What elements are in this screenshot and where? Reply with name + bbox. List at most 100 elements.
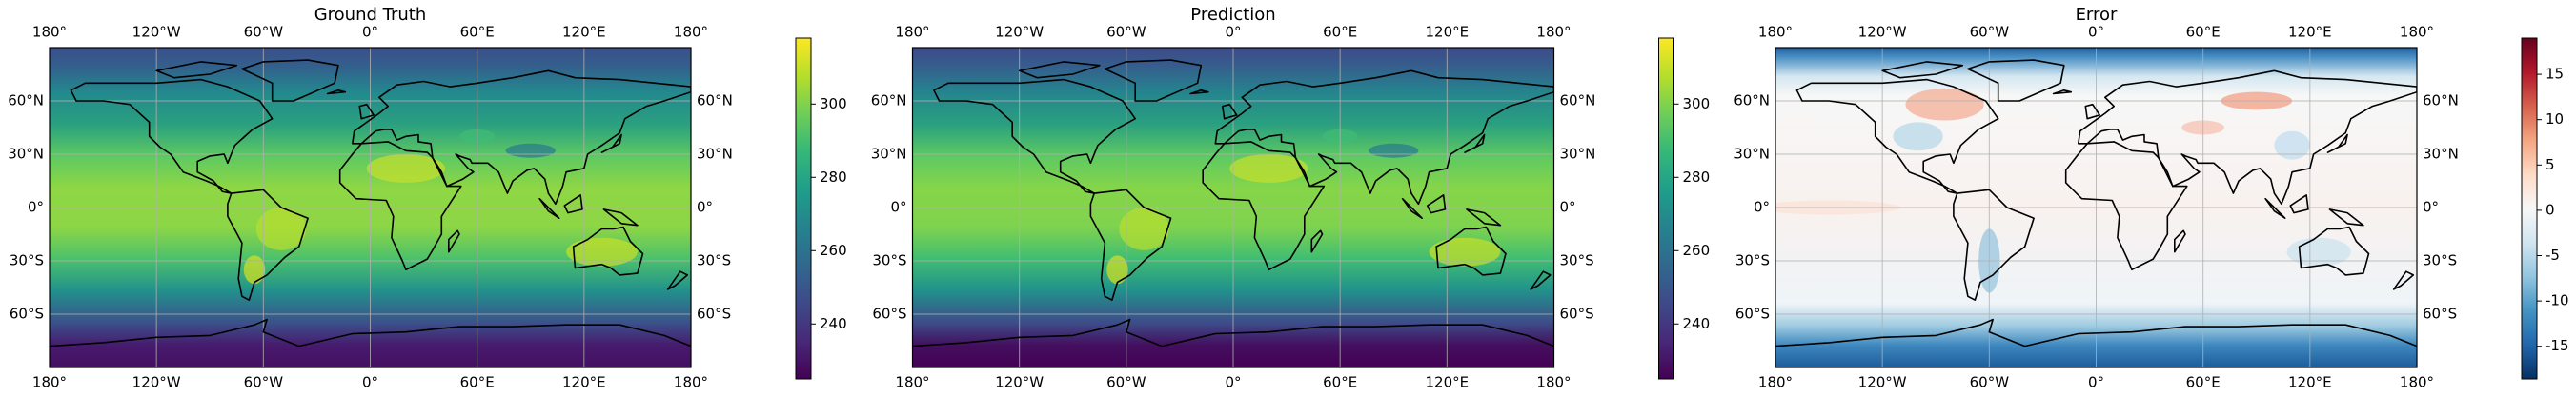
x-tick-label: 60°W bbox=[1106, 24, 1146, 41]
y-tick-label: 30°N bbox=[2423, 146, 2459, 163]
coastline bbox=[70, 78, 274, 194]
y-tick-label: 30°S bbox=[697, 252, 731, 269]
field-patch bbox=[566, 237, 638, 267]
map-frame bbox=[49, 47, 692, 368]
coastline bbox=[933, 78, 1136, 194]
x-tick-label: 120°E bbox=[1426, 24, 1470, 41]
coastline bbox=[2326, 133, 2348, 153]
field-patch bbox=[366, 154, 446, 183]
coastline bbox=[50, 318, 691, 347]
colorbar-tick-label: 260 bbox=[1683, 242, 1711, 259]
coastline bbox=[1435, 226, 1507, 276]
y-tick-label: 30°S bbox=[1735, 252, 1770, 269]
x-tick-label: 180° bbox=[32, 374, 67, 391]
x-tick-label: 120°W bbox=[1858, 24, 1907, 41]
colorbar-tick-label: 10 bbox=[2546, 110, 2564, 128]
coastline bbox=[1104, 59, 1203, 102]
field-patch bbox=[1106, 255, 1128, 285]
colorbar-tick-label: 15 bbox=[2546, 66, 2564, 83]
coastline bbox=[1089, 189, 1172, 301]
x-tick-label: 60°W bbox=[1970, 374, 2010, 391]
x-tick-label: 60°W bbox=[1970, 24, 2010, 41]
coastline bbox=[1310, 229, 1324, 253]
y-tick-label: 30°S bbox=[10, 252, 44, 269]
y-tick-label: 0° bbox=[1560, 199, 1576, 216]
y-tick-label: 30°N bbox=[8, 146, 44, 163]
y-tick-label: 30°S bbox=[2423, 252, 2457, 269]
error-patch bbox=[1893, 122, 1943, 151]
map-panel: Ground Truth 180° 180° 120°W 120°W 60°W 60°W 0°… bbox=[8, 5, 846, 391]
y-tick-label: 0° bbox=[890, 199, 906, 216]
coastline bbox=[2078, 69, 2417, 206]
x-tick-label: 0° bbox=[1225, 24, 1241, 41]
x-tick-label: 180° bbox=[2400, 24, 2434, 41]
x-tick-label: 60°W bbox=[1106, 374, 1146, 391]
colorbar-tick-label: -10 bbox=[2546, 292, 2569, 309]
colorbar-tick-label: 280 bbox=[820, 169, 847, 186]
y-tick-label: 30°S bbox=[872, 252, 906, 269]
x-tick-label: 180° bbox=[895, 24, 929, 41]
colorbar-tick-label: 0 bbox=[2546, 201, 2555, 218]
coastline bbox=[563, 194, 583, 214]
colorbar-tick-label: 260 bbox=[820, 242, 847, 259]
x-tick-label: 0° bbox=[1225, 374, 1241, 391]
colorbar-tick-label: -15 bbox=[2546, 337, 2569, 354]
y-tick-label: 60°N bbox=[2423, 92, 2459, 109]
error-patch bbox=[2286, 237, 2351, 267]
y-tick-label: 60°S bbox=[2423, 306, 2457, 323]
map-panel: Error 180° 180° 120°W 120°W 60°W 60°W 0° 0° 60°E 6… bbox=[1734, 5, 2568, 391]
coastline bbox=[1202, 141, 1326, 271]
x-tick-label: 180° bbox=[1536, 24, 1571, 41]
coastline bbox=[1401, 197, 1423, 219]
coastline bbox=[572, 226, 644, 276]
coastline bbox=[227, 189, 309, 301]
x-tick-label: 0° bbox=[2088, 24, 2104, 41]
coastline bbox=[1795, 78, 1999, 194]
x-tick-label: 60°W bbox=[244, 374, 284, 391]
x-tick-label: 60°E bbox=[460, 374, 495, 391]
y-tick-label: 60°N bbox=[1734, 92, 1770, 109]
y-tick-label: 60°S bbox=[1735, 306, 1770, 323]
coastline bbox=[1881, 61, 1964, 79]
x-tick-label: 120°E bbox=[562, 24, 606, 41]
x-tick-label: 180° bbox=[1536, 374, 1571, 391]
y-tick-label: 30°N bbox=[697, 146, 733, 163]
panel-title: Ground Truth bbox=[314, 5, 427, 25]
error-patch bbox=[2274, 130, 2310, 160]
y-tick-label: 0° bbox=[1754, 199, 1770, 216]
x-tick-label: 120°W bbox=[995, 24, 1044, 41]
y-tick-label: 30°N bbox=[871, 146, 907, 163]
field-patch bbox=[255, 208, 307, 250]
x-tick-label: 180° bbox=[674, 24, 708, 41]
x-tick-label: 180° bbox=[895, 374, 929, 391]
x-tick-label: 0° bbox=[362, 24, 378, 41]
coastline bbox=[666, 270, 689, 290]
y-tick-label: 60°S bbox=[872, 306, 906, 323]
coastline bbox=[2392, 270, 2415, 290]
coastline bbox=[1464, 133, 1486, 153]
coastline bbox=[155, 61, 238, 79]
y-tick-label: 60°N bbox=[697, 92, 733, 109]
y-tick-label: 0° bbox=[697, 199, 713, 216]
coastline bbox=[326, 89, 347, 95]
coastline bbox=[2328, 208, 2364, 227]
colorbar-tick-label: 240 bbox=[820, 315, 847, 332]
colorbar bbox=[795, 37, 812, 380]
coastline bbox=[1466, 208, 1502, 227]
x-tick-label: 180° bbox=[1758, 374, 1793, 391]
y-tick-label: 30°S bbox=[1560, 252, 1594, 269]
x-tick-label: 60°E bbox=[2186, 24, 2221, 41]
coastline bbox=[447, 229, 460, 253]
x-tick-label: 120°E bbox=[1426, 374, 1470, 391]
map-frame bbox=[1775, 47, 2418, 368]
x-tick-label: 180° bbox=[1758, 24, 1793, 41]
coastline bbox=[1953, 189, 2035, 301]
coastline bbox=[1775, 318, 2417, 347]
coastline bbox=[1189, 89, 1209, 95]
field-patch bbox=[1369, 143, 1419, 158]
field-patch bbox=[1119, 208, 1169, 250]
y-tick-label: 60°N bbox=[8, 92, 44, 109]
x-tick-label: 180° bbox=[32, 24, 67, 41]
x-tick-label: 60°W bbox=[244, 24, 284, 41]
